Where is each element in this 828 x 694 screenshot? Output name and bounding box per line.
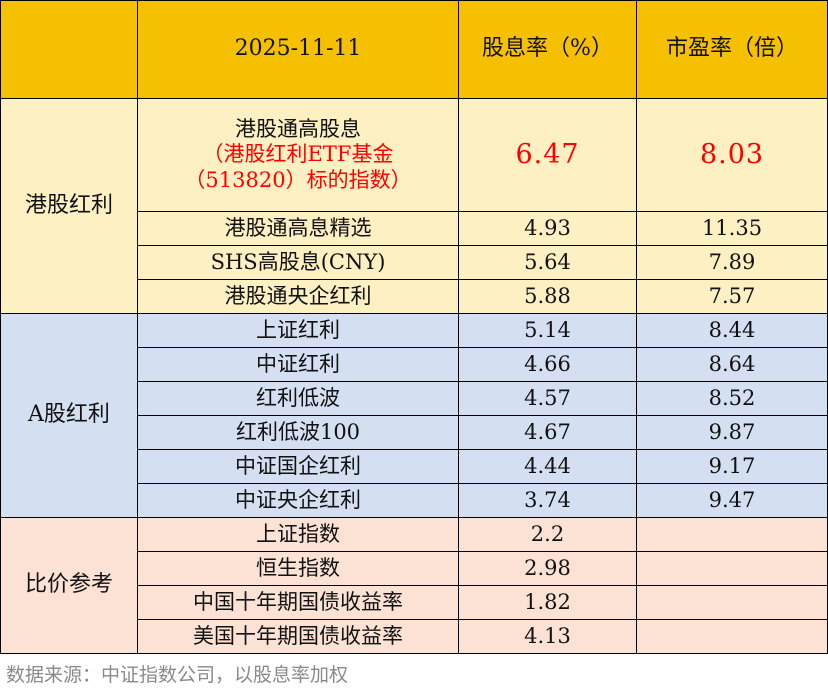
dividend-yield-value: 4.93 bbox=[458, 211, 637, 246]
index-name: SHS高股息(CNY) bbox=[137, 245, 459, 280]
header-date: 2025-11-11 bbox=[137, 0, 459, 99]
header-row: 2025-11-11 股息率（%） 市盈率（倍） bbox=[0, 0, 828, 99]
dividend-yield-value: 5.14 bbox=[458, 313, 637, 348]
index-name: 港股通央企红利 bbox=[137, 279, 459, 314]
table-row: SHS高股息(CNY) 5.64 7.89 bbox=[1, 245, 828, 280]
table-row: 红利低波100 4.67 9.87 bbox=[1, 415, 828, 450]
pe-ratio-value: 7.57 bbox=[636, 279, 828, 314]
dividend-yield-value: 5.88 bbox=[458, 279, 637, 314]
index-name: 港股通高息精选 bbox=[137, 211, 459, 246]
index-name: 中证红利 bbox=[137, 347, 459, 382]
featured-index-code-note: （513820）标的指数） bbox=[184, 167, 412, 192]
table-row: 港股红利 港股通高股息 （港股红利ETF基金 （513820）标的指数） 6.4… bbox=[0, 98, 828, 314]
featured-pe-ratio: 8.03 bbox=[636, 98, 828, 212]
dividend-yield-value: 4.67 bbox=[458, 415, 637, 450]
pe-ratio-value: 8.44 bbox=[636, 313, 828, 348]
index-name: 上证红利 bbox=[137, 313, 459, 348]
featured-index-etf-note: （港股红利ETF基金 bbox=[202, 142, 394, 167]
header-empty-cell bbox=[0, 0, 138, 99]
index-name: 中证国企红利 bbox=[137, 449, 459, 484]
group-label-hk-dividend: 港股红利 bbox=[0, 98, 138, 314]
table-row: 恒生指数 2.98 bbox=[1, 551, 828, 586]
index-name: 红利低波100 bbox=[137, 415, 459, 450]
table-row: 美国十年期国债收益率 4.13 bbox=[1, 619, 828, 654]
dividend-yield-value: 4.44 bbox=[458, 449, 637, 484]
dividend-yield-table: 2025-11-11 股息率（%） 市盈率（倍） 港股红利 港股通高股息 （港股… bbox=[0, 0, 828, 654]
dividend-yield-value: 2.98 bbox=[458, 551, 637, 586]
pe-ratio-value: 7.89 bbox=[636, 245, 828, 280]
table-row: 中证红利 4.66 8.64 bbox=[1, 347, 828, 382]
table-row: 中证央企红利 3.74 9.47 bbox=[1, 483, 828, 518]
table-row: 港股通高息精选 4.93 11.35 bbox=[1, 211, 828, 246]
header-dividend-yield: 股息率（%） bbox=[458, 0, 637, 99]
pe-ratio-value: 8.64 bbox=[636, 347, 828, 382]
group-label-a-share-dividend: A股红利 bbox=[0, 313, 138, 518]
pe-ratio-value: 9.17 bbox=[636, 449, 828, 484]
pe-ratio-value: 8.52 bbox=[636, 381, 828, 416]
dividend-yield-value: 3.74 bbox=[458, 483, 637, 518]
dividend-yield-value: 5.64 bbox=[458, 245, 637, 280]
table-row: 港股通央企红利 5.88 7.57 bbox=[1, 279, 828, 314]
index-name: 美国十年期国债收益率 bbox=[137, 619, 459, 654]
pe-ratio-value bbox=[636, 585, 828, 620]
table-row: 比价参考 上证指数 2.2 bbox=[0, 517, 828, 654]
pe-ratio-value bbox=[636, 551, 828, 586]
header-pe-ratio: 市盈率（倍） bbox=[636, 0, 828, 99]
featured-index-title: 港股通高股息 bbox=[235, 117, 361, 142]
group-label-comparison: 比价参考 bbox=[0, 517, 138, 654]
featured-dividend-yield: 6.47 bbox=[458, 98, 637, 212]
pe-ratio-value: 9.47 bbox=[636, 483, 828, 518]
index-name: 红利低波 bbox=[137, 381, 459, 416]
table-row: 中证国企红利 4.44 9.17 bbox=[1, 449, 828, 484]
index-name: 中国十年期国债收益率 bbox=[137, 585, 459, 620]
dividend-yield-value: 1.82 bbox=[458, 585, 637, 620]
pe-ratio-value bbox=[636, 619, 828, 654]
dividend-yield-value: 4.13 bbox=[458, 619, 637, 654]
table-row: A股红利 上证红利 5.14 8.44 bbox=[0, 313, 828, 518]
index-name: 恒生指数 bbox=[137, 551, 459, 586]
dividend-yield-value: 4.66 bbox=[458, 347, 637, 382]
dividend-yield-value: 2.2 bbox=[458, 517, 637, 552]
pe-ratio-value: 11.35 bbox=[636, 211, 828, 246]
index-name: 上证指数 bbox=[137, 517, 459, 552]
index-name: 中证央企红利 bbox=[137, 483, 459, 518]
featured-index-name: 港股通高股息 （港股红利ETF基金 （513820）标的指数） bbox=[137, 98, 459, 212]
pe-ratio-value: 9.87 bbox=[636, 415, 828, 450]
data-source-note: 数据来源：中证指数公司，以股息率加权 bbox=[6, 664, 349, 686]
pe-ratio-value bbox=[636, 517, 828, 552]
dividend-yield-value: 4.57 bbox=[458, 381, 637, 416]
